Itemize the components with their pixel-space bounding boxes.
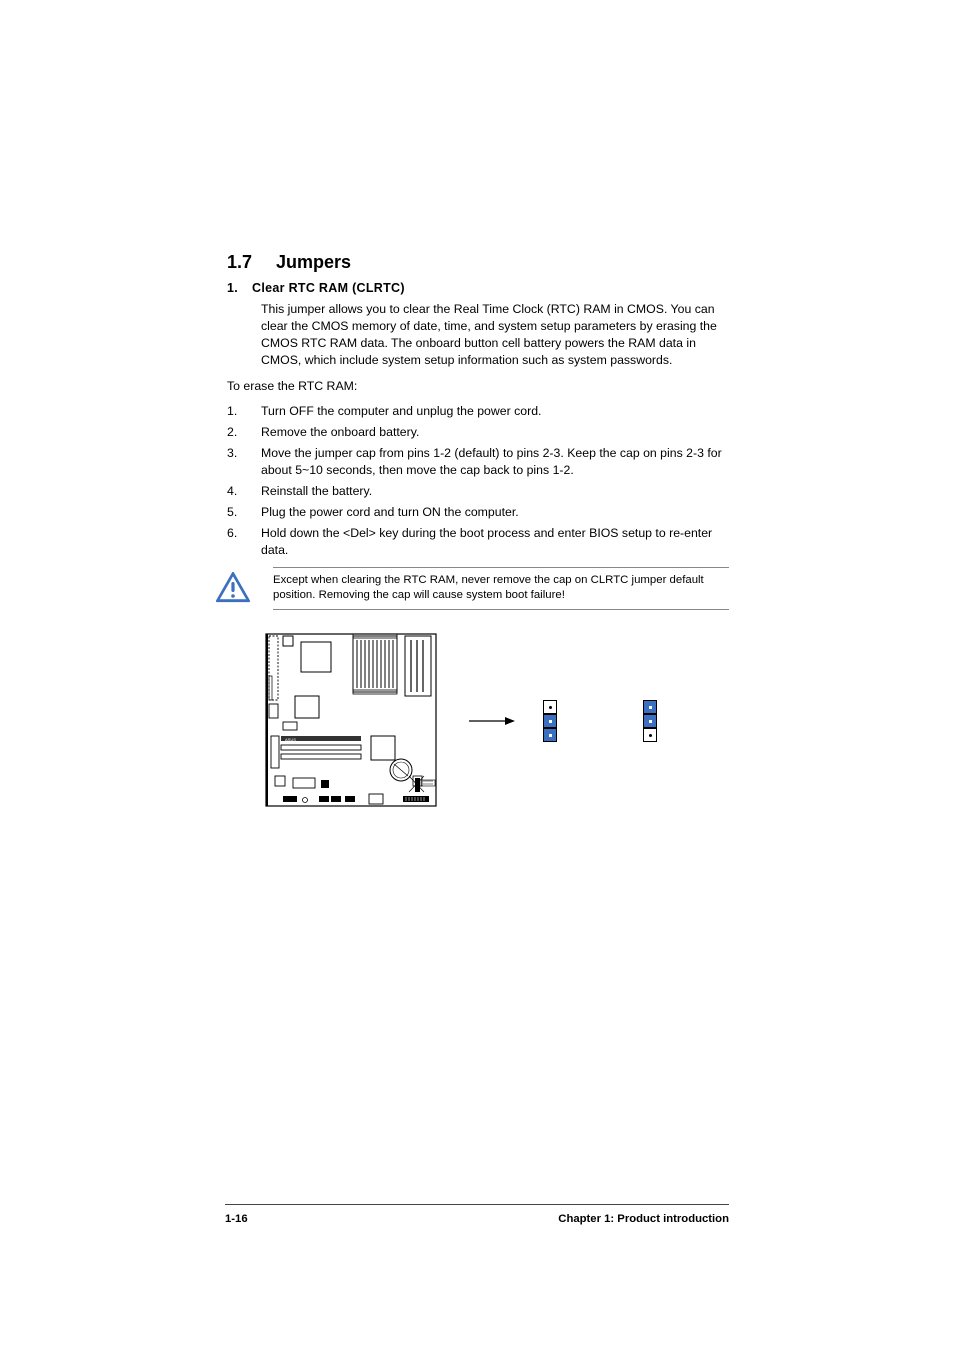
jumper-pin-capped [643,714,657,728]
list-item: 3.Move the jumper cap from pins 1-2 (def… [227,445,729,479]
warning-icon [215,571,251,603]
section-number: 1.7 [227,252,252,272]
jumper-pin-capped [643,700,657,714]
list-item: 1.Turn OFF the computer and unplug the p… [227,403,729,420]
jumper-pin [643,728,657,742]
step-number: 2. [227,424,261,441]
section-title: Jumpers [276,252,351,272]
chapter-label: Chapter 1: Product introduction [558,1213,729,1225]
caution-note: Except when clearing the RTC RAM, never … [215,567,729,611]
step-text: Reinstall the battery. [261,483,372,500]
list-item: 4.Reinstall the battery. [227,483,729,500]
intro-paragraph: This jumper allows you to clear the Real… [261,301,729,369]
step-text: Plug the power cord and turn ON the comp… [261,504,519,521]
page-footer: 1-16 Chapter 1: Product introduction [225,1204,729,1225]
step-number: 4. [227,483,261,500]
step-text: Move the jumper cap from pins 1-2 (defau… [261,445,729,479]
jumper-pin [543,700,557,714]
step-number: 3. [227,445,261,479]
subsection-heading: 1. Clear RTC RAM (CLRTC) [227,281,729,295]
jumper-pin-capped [543,728,557,742]
clrtc-jumper-on-board [409,776,435,792]
jumper-pin-capped [543,714,557,728]
step-number: 1. [227,403,261,420]
subsection-number: 1. [227,281,238,295]
motherboard-diagram-row: ASUS [261,628,729,814]
note-text: Except when clearing the RTC RAM, never … [273,567,729,611]
list-item: 2.Remove the onboard battery. [227,424,729,441]
list-item: 5.Plug the power cord and turn ON the co… [227,504,729,521]
step-text: Remove the onboard battery. [261,424,419,441]
jumper-default-position [543,700,557,742]
step-number: 6. [227,525,261,559]
steps-list: 1.Turn OFF the computer and unplug the p… [227,403,729,559]
step-text: Hold down the <Del> key during the boot … [261,525,729,559]
subsection-title: Clear RTC RAM (CLRTC) [252,281,405,295]
callout-arrow-icon [469,716,515,726]
asus-logo-text: ASUS [285,737,296,742]
step-text: Turn OFF the computer and unplug the pow… [261,403,541,420]
step-number: 5. [227,504,261,521]
jumper-clear-position [643,700,657,742]
page-number: 1-16 [225,1213,248,1225]
list-item: 6.Hold down the <Del> key during the boo… [227,525,729,559]
section-heading: 1.7 Jumpers [227,252,729,273]
motherboard-diagram: ASUS [261,628,441,814]
erase-label: To erase the RTC RAM: [227,379,729,393]
